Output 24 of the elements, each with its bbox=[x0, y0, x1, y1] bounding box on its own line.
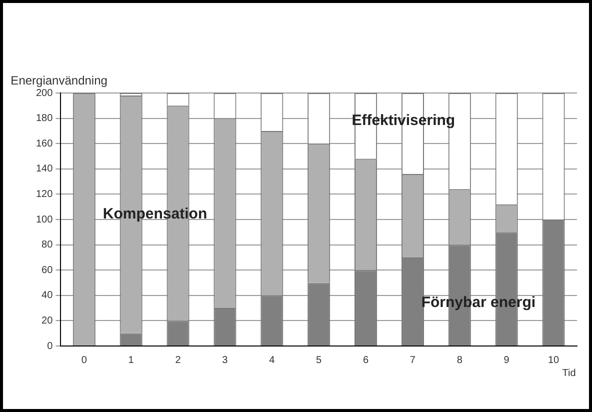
y-tick-label: 60 bbox=[42, 264, 54, 276]
x-tick-label: 5 bbox=[316, 354, 322, 366]
x-axis-title: Tid bbox=[562, 368, 576, 379]
x-tick-label: 6 bbox=[363, 354, 369, 366]
y-tick-label: 180 bbox=[36, 113, 54, 124]
y-tick-label: 140 bbox=[36, 164, 54, 175]
x-tick-label: 7 bbox=[410, 354, 416, 366]
y-tick-label: 120 bbox=[36, 188, 54, 200]
y-tick-label: 160 bbox=[36, 138, 54, 150]
y-axis-title: Energianvändning bbox=[10, 73, 108, 88]
y-tick-label: 40 bbox=[42, 290, 54, 302]
y-tick-label: 200 bbox=[36, 88, 54, 99]
x-tick-label: 9 bbox=[504, 354, 510, 366]
x-tick-label: 8 bbox=[456, 354, 463, 366]
y-tick-label: 80 bbox=[42, 240, 54, 251]
y-tick-label: 0 bbox=[47, 340, 54, 352]
x-tick-label: 10 bbox=[548, 354, 560, 366]
x-tick-label: 4 bbox=[269, 354, 276, 366]
y-tick-label: 20 bbox=[42, 315, 54, 326]
x-tick-label: 0 bbox=[81, 354, 88, 366]
x-tick-label: 1 bbox=[128, 354, 134, 366]
x-tick-label: 2 bbox=[175, 354, 182, 366]
y-tick-label: 100 bbox=[36, 214, 54, 226]
x-tick-label: 3 bbox=[222, 354, 228, 366]
